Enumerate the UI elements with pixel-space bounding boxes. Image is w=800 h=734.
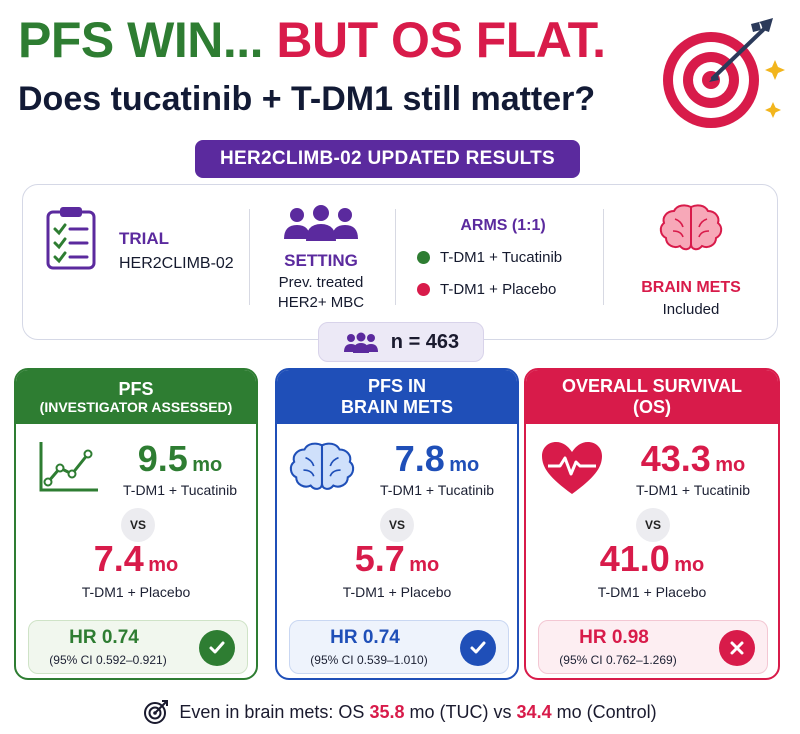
placebo-value: 7.4 mo <box>16 538 256 580</box>
results-banner: HER2CLIMB-02 UPDATED RESULTS <box>195 140 580 178</box>
people-group-icon <box>343 332 378 353</box>
headline: PFS WIN... BUT OS FLAT. <box>18 14 606 67</box>
pfs-brain-mets-panel-header: PFS IN BRAIN METS <box>277 370 517 424</box>
brain-mets-label: BRAIN METS <box>641 279 741 296</box>
vs-badge: VS <box>636 508 670 542</box>
arm-label: T-DM1 + Tucatinib <box>123 482 237 498</box>
value-unit: mo <box>148 554 179 576</box>
footer-text: mo (TUC) vs <box>409 701 512 722</box>
arms-label: ARMS (1:1) <box>460 217 546 234</box>
footer-text: Even in brain mets: OS <box>179 701 365 722</box>
divider <box>249 209 250 305</box>
trial-value: HER2CLIMB-02 <box>119 255 234 272</box>
trial-label: TRIAL <box>119 229 170 248</box>
tucatinib-value: 43.3 mo <box>610 438 776 480</box>
clipboard-checklist-icon <box>46 207 96 270</box>
arm-label: T-DM1 + Tucatinib <box>636 482 750 498</box>
divider <box>395 209 396 305</box>
brain-icon <box>289 442 355 490</box>
hazard-ratio-box: HR 0.98 (95% CI 0.762–1.269) <box>538 620 768 674</box>
placebo-value: 41.0 mo <box>526 538 778 580</box>
pfs-brain-mets-panel: PFS IN BRAIN METS 7.8 mo T-DM1 + Tucatin… <box>275 368 519 680</box>
value-unit: mo <box>674 554 705 576</box>
vs-badge: VS <box>121 508 155 542</box>
hazard-ratio-box: HR 0.74 (95% CI 0.592–0.921) <box>28 620 248 674</box>
setting-line2: HER2+ MBC <box>277 294 365 311</box>
green-dot-icon <box>417 251 430 264</box>
panel-title: PFS <box>118 378 154 399</box>
trial-section: TRIAL HER2CLIMB-02 <box>45 201 235 313</box>
arm-label: T-DM1 + Placebo <box>81 584 191 600</box>
value-unit: mo <box>192 454 223 476</box>
check-icon <box>460 630 496 666</box>
arm-label: T-DM1 + Tucatinib <box>440 249 563 266</box>
value-number: 43.3 <box>640 438 711 479</box>
sample-size-text: n = 463 <box>390 330 460 353</box>
arm-label: T-DM1 + Tucatinib <box>380 482 494 498</box>
value-unit: mo <box>409 554 440 576</box>
placebo-value: 5.7 mo <box>277 538 517 580</box>
pfs-panel: PFS (INVESTIGATOR ASSESSED) 9.5 mo T-DM1… <box>14 368 258 680</box>
arms-section: ARMS (1:1) T-DM1 + Tucatinib T-DM1 + Pla… <box>403 201 603 313</box>
target-with-arrow-icon <box>655 14 785 132</box>
arm-label: T-DM1 + Placebo <box>440 281 557 298</box>
overall-survival-panel-header: OVERALL SURVIVAL (OS) <box>526 370 778 424</box>
value-unit: mo <box>449 454 480 476</box>
brain-mets-section: BRAIN METS Included <box>609 201 773 318</box>
value-unit: mo <box>715 454 746 476</box>
arm-label: T-DM1 + Placebo <box>342 584 452 600</box>
people-group-icon <box>284 205 358 241</box>
brain-icon <box>659 204 723 251</box>
subheadline: Does tucatinib + T-DM1 still matter? <box>18 80 596 118</box>
footer-text: mo (Control) <box>556 701 657 722</box>
headline-pfs-win: PFS WIN... <box>18 12 264 68</box>
setting-line1: Prev. treated <box>278 274 364 291</box>
setting-label: SETTING <box>284 251 358 270</box>
value-number: 41.0 <box>599 538 670 579</box>
value-number: 5.7 <box>354 538 405 579</box>
footer-value-control: 34.4 <box>516 701 552 722</box>
arm-label: T-DM1 + Placebo <box>597 584 707 600</box>
target-icon <box>144 700 169 724</box>
footer-value-tucatinib: 35.8 <box>369 701 405 722</box>
heart-pulse-icon <box>542 442 602 494</box>
tucatinib-value: 7.8 mo <box>359 438 515 480</box>
pfs-panel-header: PFS (INVESTIGATOR ASSESSED) <box>16 370 256 424</box>
value-number: 7.8 <box>394 438 445 479</box>
panel-title: OVERALL SURVIVAL <box>561 376 743 397</box>
panel-subtitle: (OS) <box>633 397 671 417</box>
arm-item-tucatinib: T-DM1 + Tucatinib <box>417 249 562 266</box>
panel-title: PFS IN <box>367 376 426 397</box>
hazard-ratio: HR 0.98 <box>579 627 649 648</box>
hazard-ratio: HR 0.74 <box>330 627 400 648</box>
panel-subtitle: (INVESTIGATOR ASSESSED) <box>39 399 233 416</box>
sample-size-pill: n = 463 <box>318 322 484 362</box>
red-dot-icon <box>417 283 430 296</box>
brain-mets-value: Included <box>662 301 720 318</box>
line-chart-icon <box>39 442 98 492</box>
headline-os-flat: BUT OS FLAT. <box>276 12 606 68</box>
vs-badge: VS <box>380 508 414 542</box>
setting-section: SETTING Prev. treated HER2+ MBC <box>255 201 387 313</box>
x-icon <box>719 630 755 666</box>
overall-survival-panel: OVERALL SURVIVAL (OS) 43.3 mo T-DM1 + Tu… <box>524 368 780 680</box>
tucatinib-value: 9.5 mo <box>106 438 254 480</box>
hazard-ratio-box: HR 0.74 (95% CI 0.539–1.010) <box>289 620 509 674</box>
hazard-ratio: HR 0.74 <box>69 627 139 648</box>
check-icon <box>199 630 235 666</box>
footer-note: Even in brain mets: OS 35.8 mo (TUC) vs … <box>0 696 800 728</box>
confidence-interval: (95% CI 0.539–1.010) <box>310 653 428 667</box>
confidence-interval: (95% CI 0.762–1.269) <box>559 653 677 667</box>
value-number: 7.4 <box>93 538 144 579</box>
trial-info-card: TRIAL HER2CLIMB-02 SETTING Prev. treated… <box>22 184 778 340</box>
arm-item-placebo: T-DM1 + Placebo <box>417 281 556 298</box>
confidence-interval: (95% CI 0.592–0.921) <box>49 653 167 667</box>
value-number: 9.5 <box>137 438 188 479</box>
divider <box>603 209 604 305</box>
panel-subtitle: BRAIN METS <box>341 397 453 417</box>
